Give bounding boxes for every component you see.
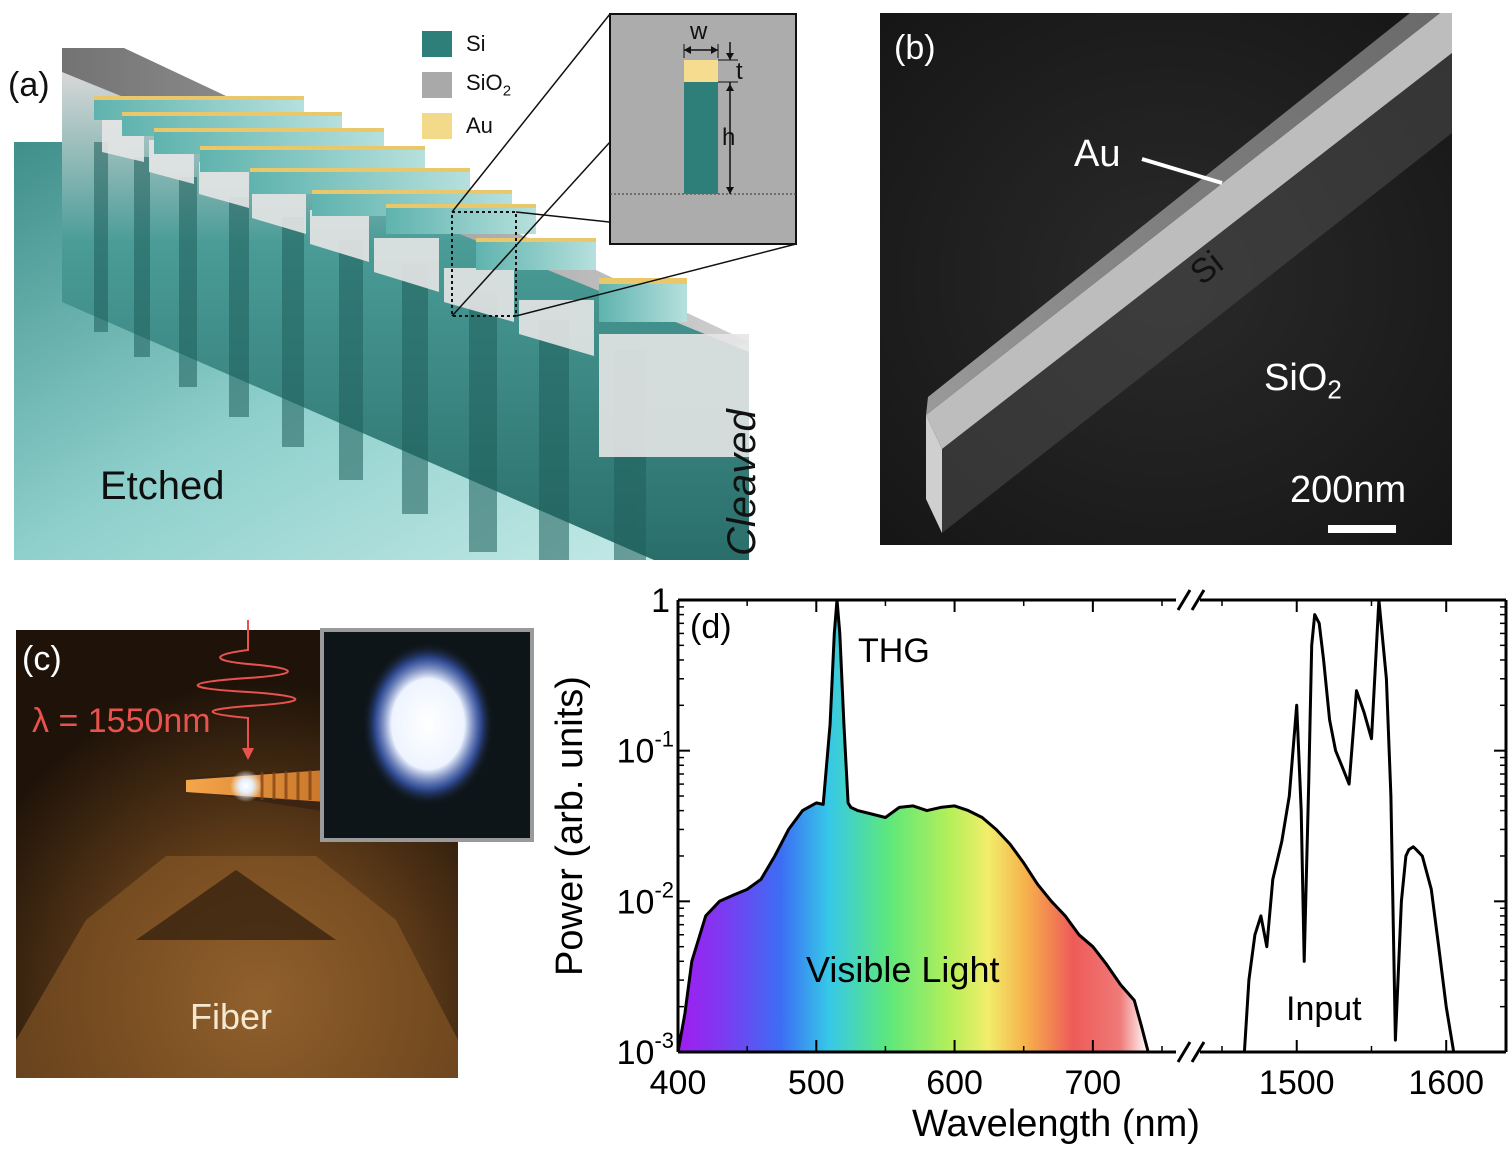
sem-image	[880, 13, 1452, 545]
cleaved-label: Cleaved	[720, 409, 764, 556]
axis-break-mark	[1176, 1041, 1192, 1063]
axis-break-mark	[1190, 1041, 1206, 1063]
material-legend: Si SiO2 Au	[422, 24, 542, 146]
spectrum-chart: 10-3 10-2 10-1 1 400 500 600 700 1500 1600 Wavelen…	[549, 582, 1508, 1145]
panel-b-label: (b)	[894, 29, 936, 67]
y-tick-label: 10-2	[617, 877, 674, 921]
legend-text-si: Si	[466, 31, 486, 56]
spot-zoom-image	[362, 642, 494, 806]
panel-d-label: (d)	[690, 608, 732, 646]
legend-item-si: Si	[422, 24, 542, 64]
legend-item-sio2: SiO2	[422, 64, 542, 106]
y-axis-label: Power (arb. units)	[549, 676, 591, 976]
x-tick-label: 1500	[1259, 1064, 1335, 1102]
legend-text-au: Au	[466, 113, 493, 138]
panel-b: (b) Au Si SiO2 200nm	[880, 13, 1452, 545]
panel-c: (c) λ = 1550nm Fiber	[16, 620, 458, 1078]
wavelength-label: λ = 1550nm	[32, 702, 211, 740]
scale-bar	[1328, 525, 1396, 533]
legend-text-sio2: SiO2	[466, 70, 512, 100]
etched-label: Etched	[100, 464, 225, 508]
spot-zoom-inset	[320, 628, 534, 842]
y-tick-label: 10-1	[617, 727, 674, 771]
width-label: w	[690, 18, 708, 45]
legend-item-au: Au	[422, 106, 542, 146]
axis-break-mark	[1190, 589, 1206, 611]
input-label: Input	[1286, 990, 1362, 1028]
axis-break-mark	[1176, 589, 1192, 611]
panel-d: 10-3 10-2 10-1 1 400 500 600 700 1500 1600 Wavelen…	[540, 580, 1510, 1166]
panel-c-label: (c)	[22, 640, 62, 678]
x-tick-label: 700	[1064, 1064, 1121, 1102]
panel-a-illustration	[14, 13, 797, 560]
y-tick-label: 1	[651, 582, 670, 620]
x-tick-label: 400	[650, 1064, 707, 1102]
visible-light-label: Visible Light	[806, 949, 999, 990]
thg-label: THG	[858, 632, 930, 670]
legend-swatch-au	[422, 113, 452, 139]
spectrum-line-1	[1242, 598, 1477, 1054]
legend-swatch-sio2	[422, 72, 452, 98]
au-label: Au	[1074, 133, 1121, 175]
x-axis-label: Wavelength (nm)	[912, 1103, 1200, 1145]
panel-a-label: (a)	[8, 66, 50, 104]
sio2-label: SiO2	[1264, 357, 1342, 405]
chart-marks: 10-3 10-2 10-1 1 400 500 600 700 1500 1600 Wavelen…	[549, 582, 1508, 1145]
scalebar-label: 200nm	[1290, 469, 1407, 511]
y-tick-label: 10-3	[617, 1028, 674, 1072]
fiber-label: Fiber	[190, 996, 273, 1037]
visible-spectrum-fill	[678, 600, 1149, 1052]
thickness-label: t	[736, 58, 743, 85]
x-tick-label: 600	[926, 1064, 983, 1102]
x-tick-label: 1600	[1408, 1064, 1484, 1102]
height-label: h	[722, 124, 736, 151]
panel-a: w t h (a) Si SiO2 Au Etched Cleaved	[8, 12, 798, 560]
x-tick-label: 500	[788, 1064, 845, 1102]
legend-swatch-si	[422, 31, 452, 57]
spectrum-line-0	[676, 598, 1150, 1053]
